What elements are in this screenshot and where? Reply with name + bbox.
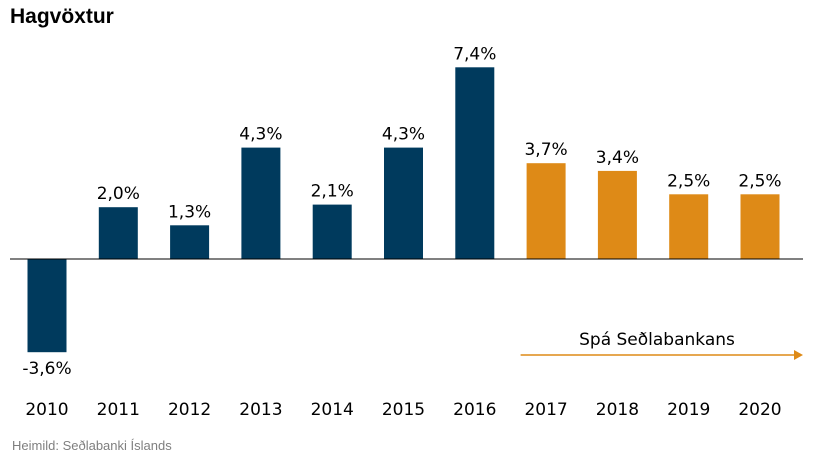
data-label-2018: 3,4%: [596, 148, 639, 168]
x-tick-2018: 2018: [596, 400, 639, 420]
data-label-2020: 2,5%: [738, 171, 781, 191]
source-note: Heimild: Seðlabanki Íslands: [12, 438, 172, 453]
x-tick-2017: 2017: [524, 400, 567, 420]
data-label-2010: -3,6%: [22, 359, 71, 379]
bar-2019: [669, 194, 709, 260]
x-tick-2016: 2016: [453, 400, 496, 420]
data-labels-group: -3,6% 2,0% 1,3% 4,3% 2,1% 4,3% 7,4% 3,7% 3,4% 2,5…: [22, 44, 781, 379]
bar-2014: [312, 204, 352, 259]
bar-2012: [170, 225, 210, 259]
data-label-2019: 2,5%: [667, 171, 710, 191]
data-label-2012: 1,3%: [168, 202, 211, 222]
forecast-arrow-head: [794, 350, 803, 360]
x-tick-2012: 2012: [168, 400, 211, 420]
data-label-2013: 4,3%: [239, 125, 282, 145]
bar-2010: [27, 259, 67, 353]
bar-2020: [740, 194, 780, 260]
x-tick-2015: 2015: [382, 400, 425, 420]
x-tick-2011: 2011: [97, 400, 140, 420]
x-tick-labels-group: 2010 2011 2012 2013 2014 2015 2016 2017 2018 2019…: [25, 400, 781, 420]
forecast-annotation: Spá Seðlabankans: [520, 330, 803, 360]
bar-2016: [455, 67, 495, 259]
x-tick-2019: 2019: [667, 400, 710, 420]
bar-2017: [526, 163, 566, 259]
x-tick-2014: 2014: [311, 400, 354, 420]
x-tick-2010: 2010: [25, 400, 68, 420]
bar-2011: [98, 207, 138, 259]
chart-title: Hagvöxtur: [10, 5, 114, 28]
data-label-2011: 2,0%: [97, 184, 140, 204]
bars-group: [27, 67, 780, 353]
bar-2013: [241, 147, 281, 259]
data-label-2017: 3,7%: [524, 140, 567, 160]
x-tick-2020: 2020: [738, 400, 781, 420]
bar-2015: [384, 147, 423, 259]
data-label-2016: 7,4%: [453, 44, 496, 64]
bar-2018: [597, 170, 637, 259]
data-label-2014: 2,1%: [311, 182, 354, 202]
data-label-2015: 4,3%: [382, 125, 425, 145]
forecast-label: Spá Seðlabankans: [579, 330, 735, 350]
x-tick-2013: 2013: [239, 400, 282, 420]
